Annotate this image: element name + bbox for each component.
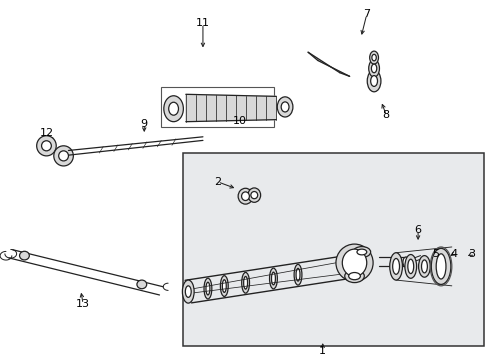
Text: 10: 10 — [232, 116, 246, 126]
Polygon shape — [245, 96, 256, 120]
Text: 2: 2 — [214, 177, 221, 187]
Ellipse shape — [37, 136, 56, 156]
Ellipse shape — [418, 256, 429, 277]
Text: 3: 3 — [468, 249, 474, 259]
Ellipse shape — [137, 280, 146, 289]
Ellipse shape — [404, 255, 416, 278]
Ellipse shape — [250, 192, 257, 199]
Text: 11: 11 — [196, 18, 209, 28]
Bar — [183, 153, 483, 346]
Ellipse shape — [269, 268, 277, 289]
Text: 12: 12 — [40, 128, 53, 138]
Ellipse shape — [348, 273, 360, 280]
Polygon shape — [196, 95, 205, 121]
Ellipse shape — [356, 249, 366, 255]
Ellipse shape — [271, 272, 275, 285]
Polygon shape — [256, 96, 265, 120]
Ellipse shape — [168, 102, 178, 115]
Ellipse shape — [241, 192, 249, 201]
Ellipse shape — [182, 280, 194, 303]
Polygon shape — [185, 94, 196, 122]
Text: 8: 8 — [382, 110, 389, 120]
Polygon shape — [205, 95, 216, 121]
Ellipse shape — [241, 273, 249, 293]
Ellipse shape — [295, 269, 299, 281]
Ellipse shape — [220, 276, 228, 296]
Ellipse shape — [342, 249, 366, 276]
Ellipse shape — [247, 188, 260, 202]
Ellipse shape — [59, 151, 68, 161]
Ellipse shape — [421, 260, 427, 273]
Ellipse shape — [371, 64, 376, 73]
Ellipse shape — [277, 97, 292, 117]
Ellipse shape — [368, 60, 379, 77]
Ellipse shape — [407, 259, 413, 274]
Ellipse shape — [41, 141, 51, 151]
Ellipse shape — [335, 244, 372, 282]
Ellipse shape — [430, 248, 450, 284]
Ellipse shape — [222, 280, 226, 292]
Polygon shape — [225, 95, 236, 121]
Ellipse shape — [392, 258, 399, 274]
Ellipse shape — [243, 276, 247, 289]
Ellipse shape — [54, 146, 73, 166]
Ellipse shape — [370, 76, 377, 86]
Ellipse shape — [435, 254, 445, 279]
Polygon shape — [265, 96, 276, 120]
Ellipse shape — [389, 253, 402, 280]
Polygon shape — [307, 52, 349, 76]
Ellipse shape — [163, 96, 183, 122]
Ellipse shape — [402, 257, 408, 267]
Ellipse shape — [371, 54, 376, 61]
Ellipse shape — [293, 264, 301, 285]
Text: 7: 7 — [363, 9, 369, 19]
Text: 4: 4 — [449, 249, 456, 259]
Ellipse shape — [185, 286, 191, 297]
Ellipse shape — [366, 70, 380, 92]
Text: 13: 13 — [76, 299, 90, 309]
Text: 9: 9 — [141, 119, 147, 129]
Bar — [161, 87, 273, 127]
Text: 5: 5 — [431, 249, 438, 259]
Text: 1: 1 — [319, 346, 325, 356]
Ellipse shape — [238, 188, 252, 204]
Ellipse shape — [281, 102, 288, 112]
Text: 6: 6 — [414, 225, 421, 235]
Ellipse shape — [369, 51, 378, 64]
Ellipse shape — [203, 278, 211, 299]
Polygon shape — [236, 95, 245, 121]
Ellipse shape — [205, 282, 209, 295]
Ellipse shape — [344, 270, 364, 283]
Polygon shape — [216, 95, 225, 121]
Ellipse shape — [20, 251, 29, 260]
Ellipse shape — [352, 247, 370, 257]
